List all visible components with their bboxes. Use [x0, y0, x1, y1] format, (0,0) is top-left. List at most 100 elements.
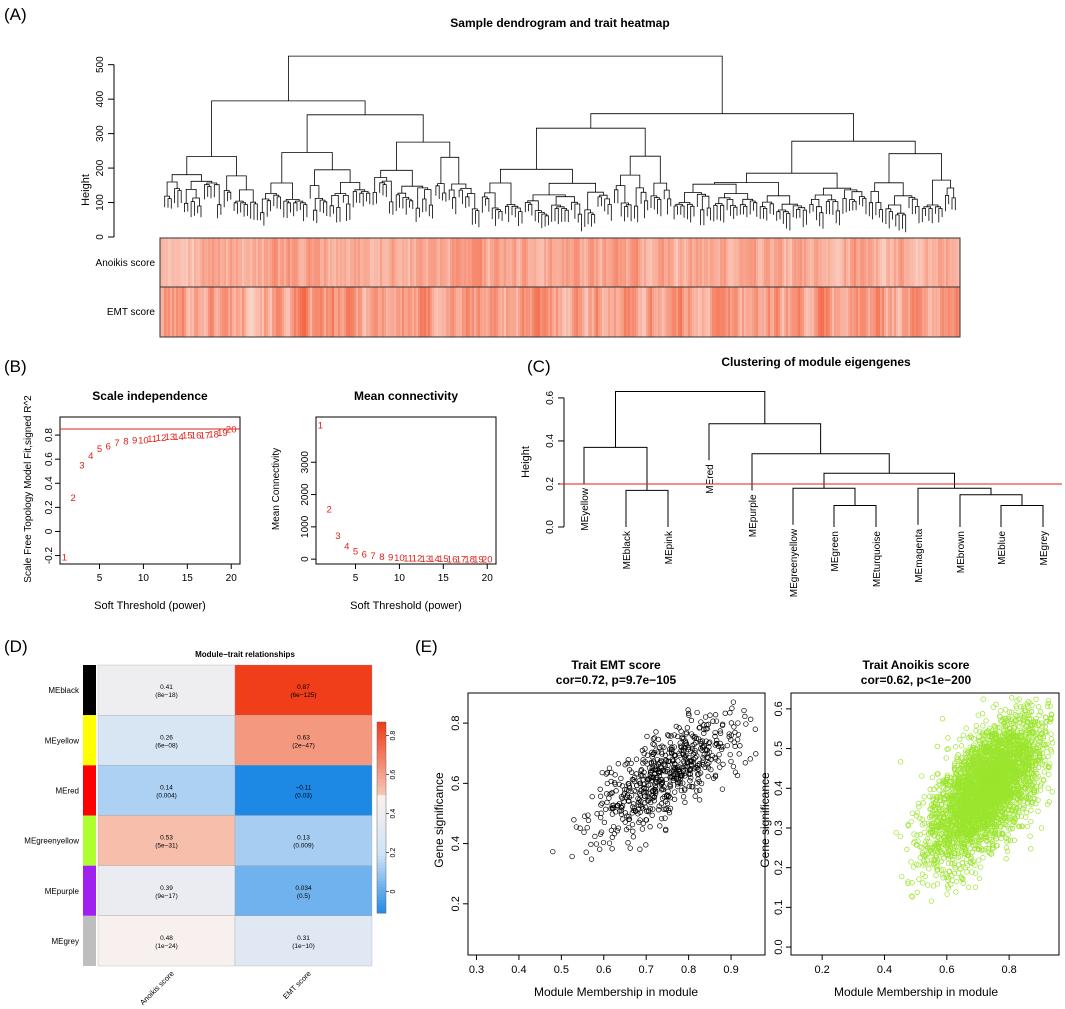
a-heat-cell: [584, 287, 587, 337]
e1-point: [685, 707, 691, 713]
b1-x-tick-label: 10: [138, 573, 150, 584]
a-heat-cell: [584, 238, 587, 287]
e2-point: [1023, 814, 1029, 820]
a-heat-cell: [822, 287, 825, 337]
c-y-tick-label: 0.4: [545, 434, 556, 448]
e2-point: [908, 818, 914, 825]
a-y-tick-label: 200: [95, 159, 106, 176]
a-heat-cell: [658, 238, 661, 287]
a-heat-cell: [648, 238, 651, 287]
a-heat-cell: [550, 238, 553, 287]
b1-point-label: 16: [191, 431, 202, 442]
e2-point: [893, 829, 899, 836]
a-heat-cell: [776, 238, 779, 287]
b1-x-tick-label: 15: [182, 573, 194, 584]
e2-ylabel: Gene significance: [758, 772, 772, 868]
e1-point: [727, 751, 733, 758]
a-heat-cell: [868, 238, 871, 287]
e2-point: [1012, 724, 1018, 730]
e2-point: [972, 884, 979, 890]
e2-point: [936, 797, 943, 803]
a-heat-cell: [528, 287, 531, 337]
e2-point: [1046, 799, 1052, 805]
a-heat-cell: [898, 287, 901, 337]
a-heat-cell: [900, 238, 903, 287]
a-heat-cell: [728, 287, 731, 337]
b2-point-label: 20: [482, 554, 493, 565]
a-heat-cell: [514, 287, 517, 337]
a-heat-cell: [818, 287, 821, 337]
a-heat-cell: [586, 238, 589, 287]
a-heat-cell: [486, 287, 489, 337]
e2-point: [985, 819, 991, 825]
a-heat-cell: [866, 287, 869, 337]
c-leaf-label: MEpurple: [748, 494, 759, 537]
d-colorbar-step: [377, 852, 386, 857]
e2-point: [1004, 780, 1010, 787]
e2-point: [995, 724, 1001, 731]
a-heat-cell: [922, 238, 925, 287]
a-heat-cell: [558, 287, 561, 337]
a-heat-cell: [404, 238, 407, 287]
a-heat-cell: [614, 287, 617, 337]
e2-point: [1039, 723, 1045, 730]
d-cell-value: 0.39: [160, 885, 173, 892]
b2-y-tick-label: 3000: [300, 451, 311, 474]
e2-point: [1016, 809, 1022, 816]
e2-point: [971, 802, 977, 809]
a-heat-cell: [824, 238, 827, 287]
a-heat-cell: [546, 287, 549, 337]
e1-point: [682, 763, 688, 769]
a-heat-cell: [942, 238, 945, 287]
e2-point: [1036, 758, 1042, 764]
a-heat-cell: [560, 238, 563, 287]
e2-point: [972, 833, 979, 839]
a-heat-cell: [856, 287, 859, 337]
e1-point: [704, 747, 710, 753]
e1-point: [647, 765, 653, 771]
a-heat-cell: [944, 287, 947, 337]
a-heat-cell: [748, 287, 751, 337]
e2-point: [1003, 835, 1010, 841]
e2-point: [1030, 730, 1036, 736]
e2-point: [1003, 718, 1010, 724]
e2-point: [933, 872, 939, 878]
a-heat-cell: [310, 287, 313, 337]
e2-point: [931, 857, 938, 863]
a-heat-cell: [924, 287, 927, 337]
e1-point: [588, 841, 594, 848]
a-heat-cell: [864, 238, 867, 287]
a-heat-cell: [788, 287, 791, 337]
d-row-label: MEyellow: [45, 736, 79, 745]
e2-point: [909, 810, 916, 816]
e1-point: [612, 809, 619, 815]
b2-point-label: 14: [429, 554, 440, 565]
c-ylabel: Height: [520, 446, 532, 478]
a-heat-cell: [426, 287, 429, 337]
a-heat-cell: [244, 287, 247, 337]
e2-point: [909, 893, 915, 899]
a-heat-cell: [624, 238, 627, 287]
a-heat-cell: [886, 238, 889, 287]
a-heat-cell: [684, 238, 687, 287]
d-colorbar-step: [377, 734, 386, 739]
a-heat-cell: [868, 287, 871, 337]
e1-point: [713, 718, 720, 724]
e1-point: [637, 780, 643, 787]
a-heat-cell: [170, 287, 173, 337]
e2-point: [963, 821, 969, 828]
a-heat-cell: [798, 287, 801, 337]
e2-point: [977, 778, 983, 784]
a-heat-cell: [160, 238, 163, 287]
a-heat-cell: [412, 238, 415, 287]
a-heat-cell: [388, 238, 391, 287]
e2-point: [925, 850, 931, 856]
e1-point: [678, 787, 685, 794]
e1-point: [628, 793, 635, 799]
a-heat-cell: [946, 287, 949, 337]
d-col-label: EMT score: [281, 969, 313, 1001]
a-heat-cell: [406, 287, 409, 337]
a-heat-cell: [262, 238, 265, 287]
e1-point: [697, 746, 704, 752]
e1-point: [687, 771, 693, 777]
